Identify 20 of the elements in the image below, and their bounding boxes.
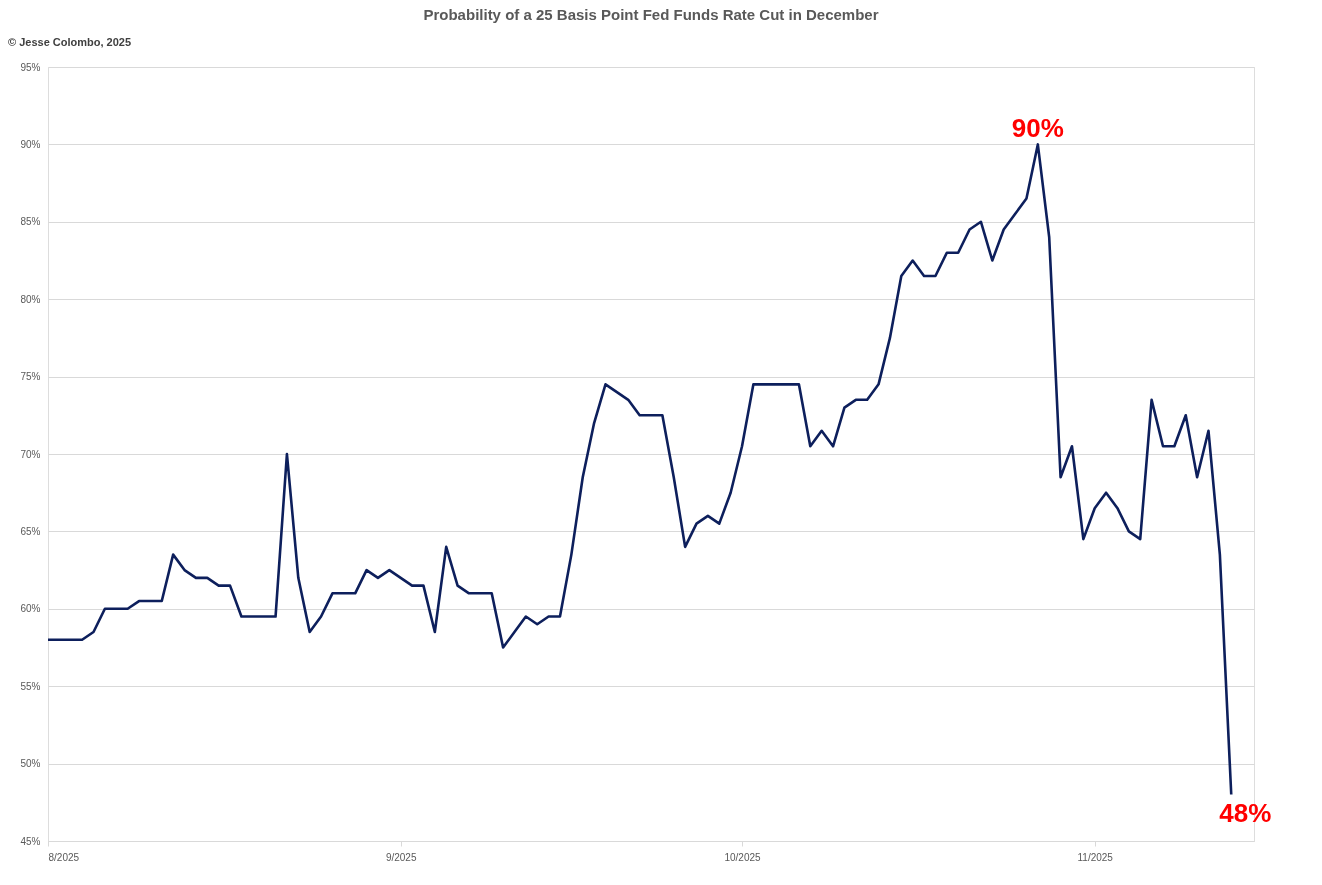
y-tick-label: 90% [20, 138, 41, 150]
y-tick-label: 60% [20, 603, 41, 615]
y-tick-label: 95% [20, 61, 41, 73]
y-tick-label: 70% [20, 448, 41, 460]
y-tick-label: 65% [20, 525, 41, 537]
text: © Jesse Colombo, 2025 [8, 36, 132, 48]
y-tick-label: 80% [20, 293, 41, 305]
annotation: 48% [1219, 797, 1272, 828]
y-tick-label: 85% [20, 216, 41, 228]
x-tick-label: 10/2025 [724, 851, 762, 863]
annotation: 90% [1011, 113, 1064, 144]
x-tick-label: 8/2025 [48, 851, 80, 863]
y-tick-label: 50% [20, 758, 41, 770]
y-tick-label: 45% [20, 835, 41, 847]
x-tick-label: 11/2025 [1077, 851, 1114, 863]
y-tick-label: 55% [20, 680, 41, 692]
y-tick-label: 75% [20, 371, 41, 383]
line-series [46, 143, 1233, 796]
x-tick-label: 9/2025 [385, 851, 417, 863]
chart-title: Probability of a 25 Basis Point Fed Funds Rate Cut in December [423, 6, 879, 23]
